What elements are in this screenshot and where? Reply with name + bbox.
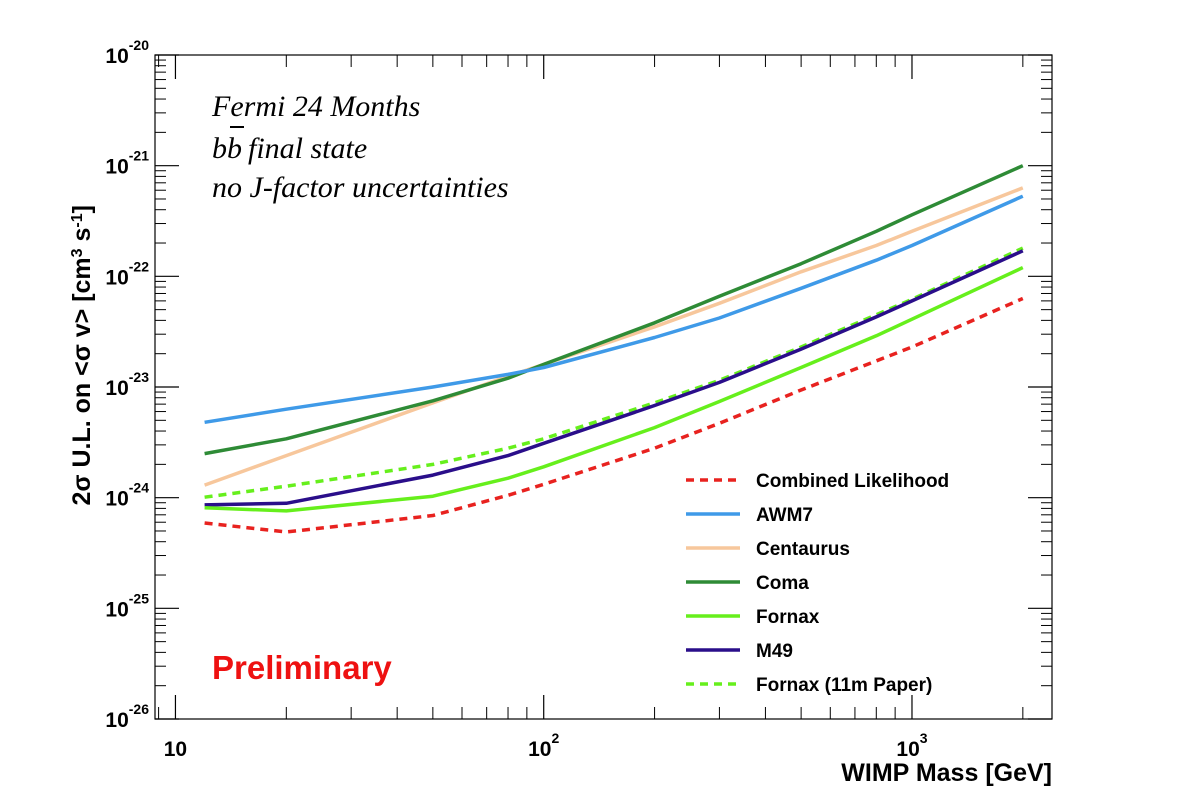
x-tick-label: 102 xyxy=(528,730,559,761)
preliminary-label: Preliminary xyxy=(212,649,392,686)
y-tick-label: 10-21 xyxy=(105,148,149,179)
y-tick-label: 10-24 xyxy=(105,480,149,511)
y-tick-base: 10 xyxy=(105,377,128,400)
y-tick-base: 10 xyxy=(105,709,128,732)
x-tick-base: 10 xyxy=(896,738,919,761)
legend-label: Combined Likelihood xyxy=(756,471,949,492)
legend-label: AWM7 xyxy=(756,505,813,526)
y-tick-label: 10-23 xyxy=(105,369,149,400)
x-tick-exponent: 3 xyxy=(920,730,928,746)
y-tick-base: 10 xyxy=(105,156,128,179)
y-tick-exponent: -21 xyxy=(129,148,149,164)
annotation-anti-b-quark: b xyxy=(227,132,242,165)
x-axis-title: WIMP Mass [GeV] xyxy=(841,759,1052,787)
annotation-no-j-factor: no J-factor uncertainties xyxy=(212,171,509,204)
annotation-b-quark: b xyxy=(212,132,227,165)
x-tick-labels: 10 102 103 xyxy=(164,730,928,761)
y-axis-title-mid: s xyxy=(68,228,96,249)
y-tick-exponent: -22 xyxy=(129,258,149,274)
y-axis-title-exp1: 3 xyxy=(69,248,86,257)
y-tick-base: 10 xyxy=(105,266,128,289)
y-tick-label: 10-25 xyxy=(105,590,149,621)
legend-label: Fornax (11m Paper) xyxy=(756,675,932,696)
legend-label: Fornax xyxy=(756,607,820,628)
y-axis-title: 2σ U.L. on <σ v> [cm3 s-1] xyxy=(68,205,96,506)
series-line-centaurus xyxy=(204,186,1024,487)
y-tick-base: 10 xyxy=(105,488,128,511)
legend-label: M49 xyxy=(756,641,793,662)
y-tick-base: 10 xyxy=(105,45,128,68)
y-tick-exponent: -25 xyxy=(129,590,149,606)
series-lines xyxy=(204,164,1024,534)
minor-ticks xyxy=(155,55,1052,719)
legend: Combined Likelihood AWM7 Centaurus Coma Forn… xyxy=(686,471,949,696)
series-line-coma xyxy=(204,164,1024,456)
y-tick-exponent: -26 xyxy=(129,701,149,717)
legend-label: Centaurus xyxy=(756,539,850,560)
x-tick-label: 103 xyxy=(896,730,927,761)
y-tick-exponent: -23 xyxy=(129,369,149,385)
y-tick-label: 10-20 xyxy=(105,37,149,68)
y-tick-base: 10 xyxy=(105,598,128,621)
series-line-fornax xyxy=(204,266,1024,513)
annotation-title: Fermi 24 Months xyxy=(211,90,420,123)
x-tick-exponent: 2 xyxy=(551,730,559,746)
y-tick-exponent: -20 xyxy=(129,37,149,53)
legend-label: Coma xyxy=(756,573,809,594)
y-axis-title-main: 2σ U.L. on <σ v> [cm xyxy=(68,257,96,505)
x-tick-label: 10 xyxy=(164,738,187,761)
y-axis-title-end: ] xyxy=(68,205,96,213)
x-tick-base: 10 xyxy=(528,738,551,761)
annotation-final-state: bb final state xyxy=(212,132,367,165)
y-tick-exponent: -24 xyxy=(129,480,149,496)
y-tick-label: 10-22 xyxy=(105,258,149,289)
series-line-awm7 xyxy=(204,194,1024,425)
series-line-m49 xyxy=(204,249,1024,507)
x-tick-base: 10 xyxy=(164,738,187,761)
y-axis-title-exp2: -1 xyxy=(69,213,86,227)
annotation-final-state-text: final state xyxy=(248,132,367,165)
series-line-fornax-11m-paper xyxy=(204,246,1024,499)
y-tick-label: 10-26 xyxy=(105,701,149,732)
major-ticks xyxy=(155,54,1052,720)
